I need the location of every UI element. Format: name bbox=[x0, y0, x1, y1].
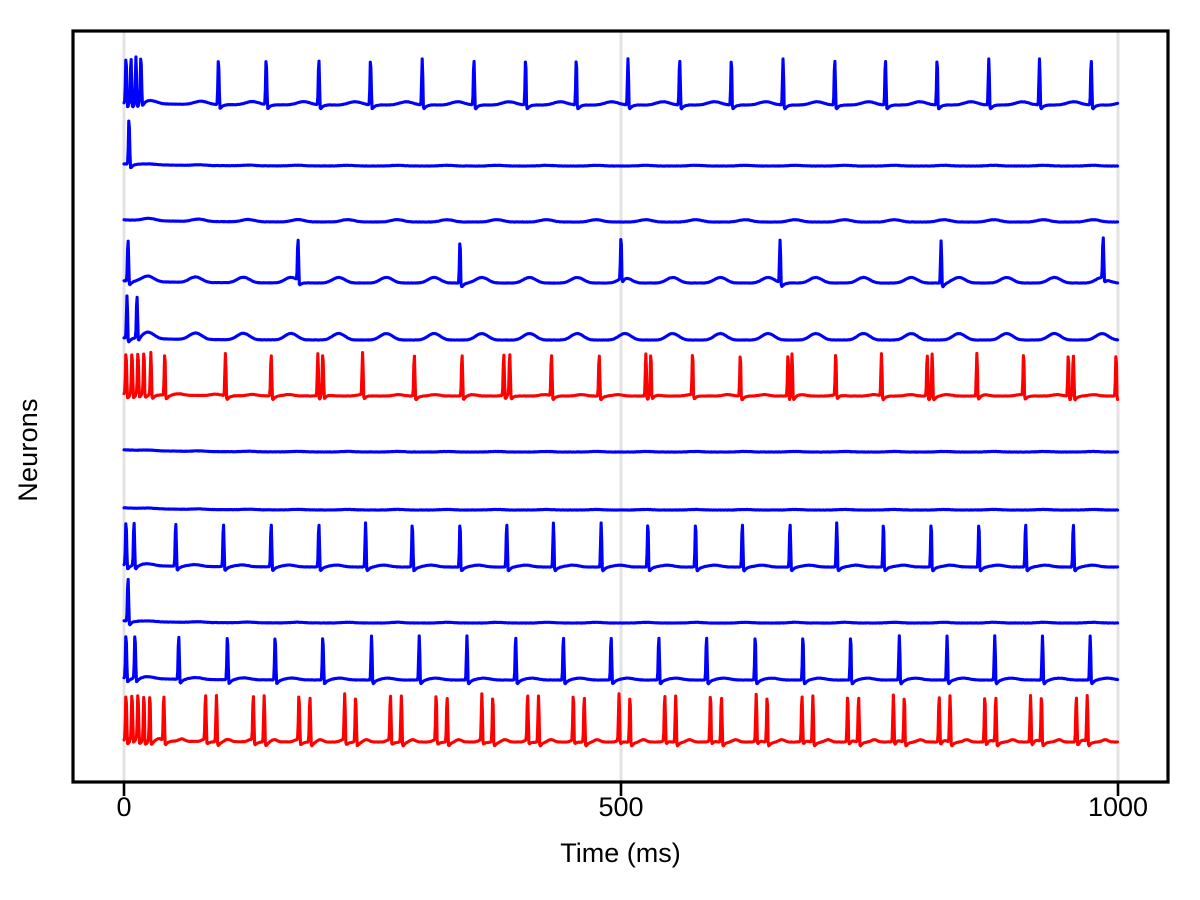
neuron-trace bbox=[122, 236, 1120, 289]
x-tick-label: 500 bbox=[598, 792, 644, 822]
neuron-trace bbox=[122, 634, 1120, 686]
neuron-trace bbox=[122, 506, 1120, 512]
neuron-trace bbox=[122, 692, 1120, 748]
x-tick-label: 0 bbox=[116, 792, 132, 822]
neuron-trace bbox=[122, 55, 1120, 111]
x-tick-marks bbox=[122, 782, 1120, 796]
x-tick-label: 1000 bbox=[1087, 792, 1149, 822]
trace-group bbox=[122, 55, 1120, 748]
neuron-trace bbox=[122, 521, 1120, 573]
neuron-trace bbox=[122, 448, 1120, 454]
neuron-trace bbox=[122, 577, 1120, 627]
neuron-trace bbox=[122, 350, 1120, 402]
neuron-trace bbox=[122, 294, 1120, 344]
neuron-trace bbox=[122, 119, 1120, 170]
neuron-trace bbox=[122, 216, 1120, 224]
x-axis-label: Time (ms) bbox=[560, 838, 681, 868]
